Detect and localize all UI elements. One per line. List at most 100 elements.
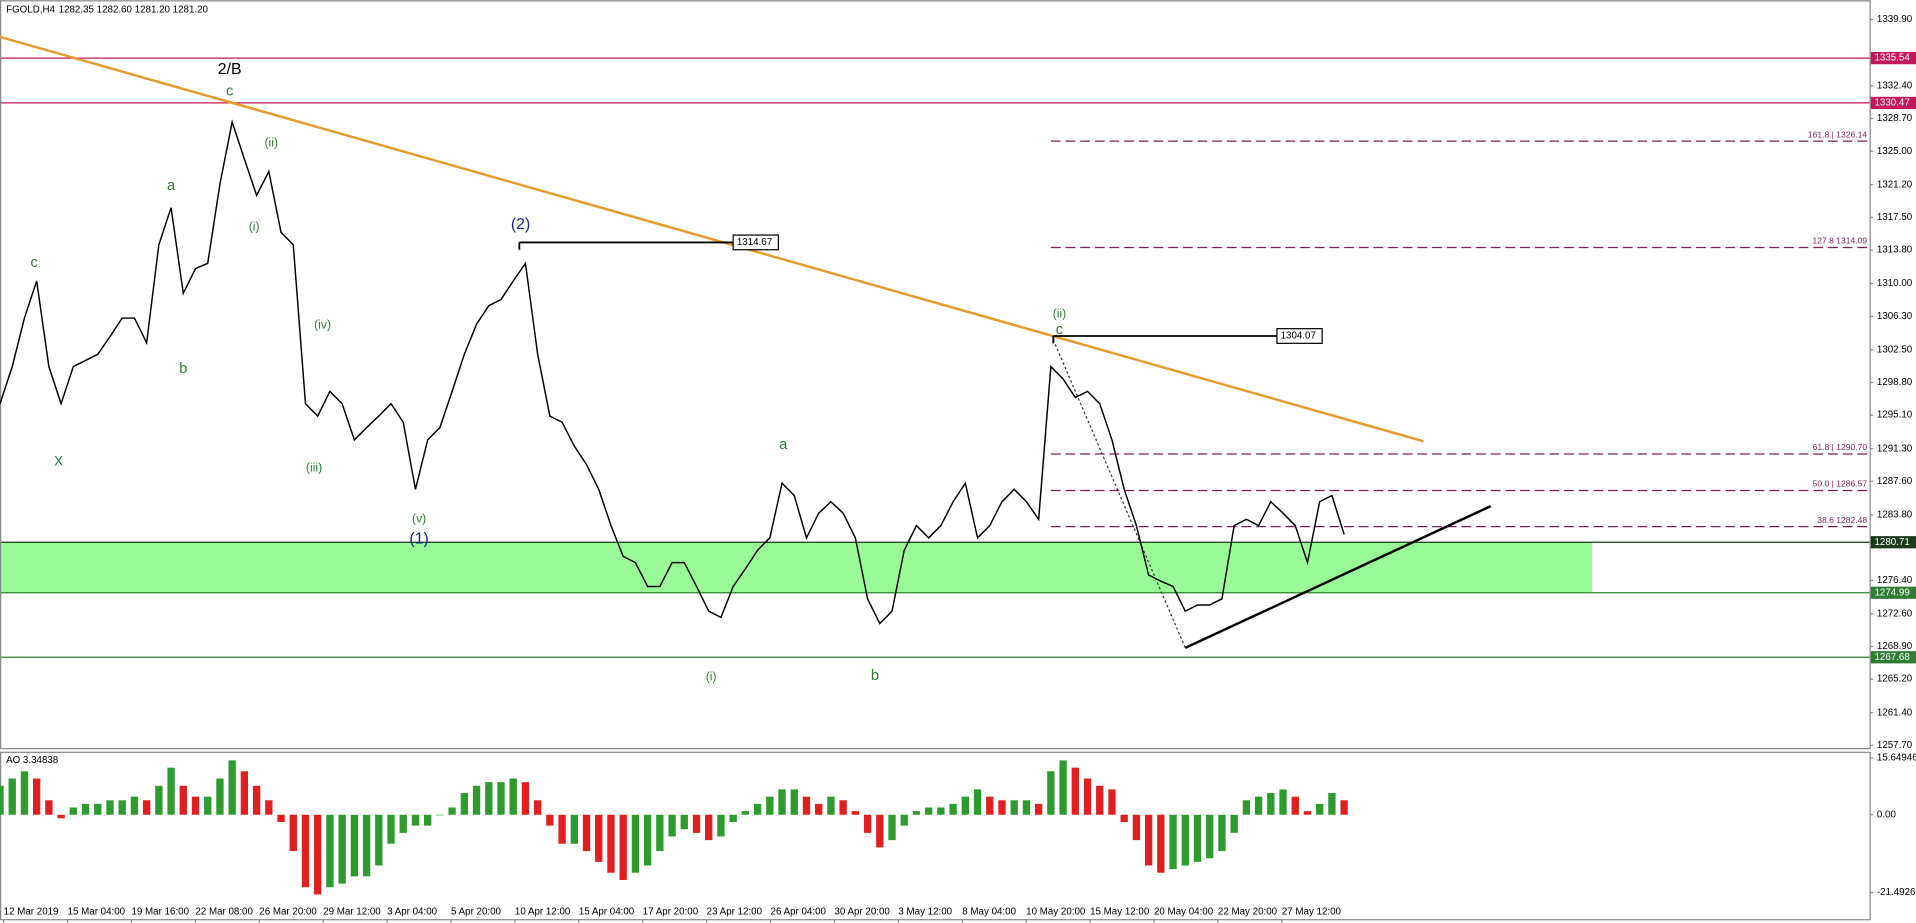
ao-tick-label: 15.64946 [1877, 753, 1916, 764]
ao-bar [546, 814, 554, 826]
y-tick-label: 1317.50 [1877, 212, 1913, 223]
ao-bar [1242, 800, 1251, 815]
ao-bar [876, 814, 884, 848]
ao-bar [925, 807, 933, 815]
ao-bar [1144, 814, 1153, 866]
ao-bar [949, 803, 957, 815]
y-tick-label: 1313.80 [1877, 245, 1913, 256]
ao-bar [436, 814, 444, 816]
ao-bar [741, 811, 750, 815]
wave-label: a [167, 178, 176, 194]
y-tick-label: 1325.00 [1877, 146, 1913, 157]
ao-tick-label: -21.49269 [1877, 887, 1916, 898]
ao-bar [570, 814, 578, 844]
trend-line [0, 35, 1424, 443]
ao-bar [301, 814, 310, 888]
wave-label: a [779, 437, 788, 453]
y-tick-label: 1295.10 [1877, 410, 1913, 421]
level-label: 1274.99 [1874, 587, 1909, 598]
x-tick-label: 15 Apr 04:00 [579, 906, 635, 917]
ao-bar [643, 814, 652, 866]
ao-bar [656, 814, 664, 851]
ao-bar [1059, 760, 1067, 815]
ao-bar [362, 814, 371, 877]
ao-bar [595, 814, 603, 862]
ao-bar [1303, 811, 1312, 815]
ao-bar [1193, 814, 1202, 862]
wave-label: (ii) [1053, 306, 1067, 320]
ao-bar [228, 760, 236, 815]
ao-bar [790, 789, 798, 815]
ao-bar [338, 814, 346, 884]
y-tick-label: 1328.70 [1877, 113, 1913, 124]
ao-bar [314, 814, 322, 895]
ao-bar [912, 811, 921, 815]
fib-label: 38.6 1282.48 [1817, 515, 1867, 525]
x-tick-label: 26 Mar 20:00 [259, 906, 317, 917]
ao-bar [240, 771, 249, 815]
ao-bar [106, 800, 114, 815]
wave-dotted-line [1052, 339, 1186, 649]
ao-bar [289, 814, 297, 851]
x-tick-label: 3 Apr 04:00 [387, 906, 438, 917]
x-tick-label: 19 Mar 16:00 [131, 906, 189, 917]
ao-bar [1132, 814, 1141, 841]
ao-bar [81, 803, 90, 815]
ao-bar [900, 814, 908, 826]
ao-bar [326, 814, 334, 888]
x-tick-label: 17 Apr 20:00 [643, 906, 699, 917]
wave-label: (i) [706, 669, 717, 683]
ao-bar [851, 811, 860, 815]
wave-label: b [179, 361, 187, 377]
ao-bar [252, 785, 261, 815]
ao-bar [277, 814, 285, 823]
level-label-bg [1870, 96, 1916, 110]
y-tick-label: 1310.00 [1877, 278, 1913, 289]
wave-label: c [1056, 322, 1063, 338]
ao-bar [1316, 803, 1324, 815]
ao-bar [619, 814, 627, 880]
wave-label: (2) [511, 216, 530, 233]
level-label-bg [1870, 536, 1916, 549]
y-tick-label: 1306.30 [1877, 311, 1913, 322]
ao-bar [1254, 796, 1263, 815]
ao-bar [118, 800, 126, 815]
ao-bar [94, 803, 102, 815]
x-tick-label: 22 May 20:00 [1218, 906, 1278, 917]
ao-bar [937, 807, 945, 815]
ao-bar [448, 807, 456, 815]
ao-bar [1108, 789, 1116, 815]
y-tick-label: 1321.20 [1877, 179, 1913, 190]
x-tick-label: 10 Apr 12:00 [515, 906, 571, 917]
ao-bar [167, 767, 175, 815]
ao-tick-label: 0.00 [1877, 809, 1897, 820]
x-tick-label: 29 Mar 12:00 [323, 906, 381, 917]
ao-bar [350, 814, 359, 877]
layer [0, 57, 1870, 658]
ao-bar [1047, 771, 1055, 815]
ao-bar [717, 814, 725, 837]
y-tick-label: 1265.20 [1877, 674, 1913, 685]
wave-label: 2/B [218, 61, 242, 78]
ohlc: 1282.35 1282.60 1281.20 1281.20 [59, 5, 209, 16]
y-tick-label: 1276.40 [1877, 575, 1913, 586]
ao-bar [1010, 800, 1018, 815]
ao-bar [1291, 796, 1299, 815]
ao-bar [216, 778, 224, 815]
y-tick-label: 1291.30 [1877, 443, 1913, 454]
ao-bar [705, 814, 713, 841]
level-label: 1280.71 [1874, 537, 1909, 548]
x-tick-label: 23 Apr 12:00 [707, 906, 763, 917]
x-tick-label: 12 Mar 2019 [4, 906, 59, 917]
ao-bar [753, 803, 762, 815]
wave-label: (iv) [314, 317, 331, 331]
ao-bar [973, 789, 982, 815]
ao-bar [533, 800, 542, 815]
ao-bar [69, 807, 77, 815]
ao-bar [888, 814, 896, 841]
ao-bar [1120, 814, 1128, 823]
level-label-bg [1870, 651, 1916, 664]
ao-bar [582, 814, 591, 851]
wave-label: (1) [409, 530, 428, 547]
